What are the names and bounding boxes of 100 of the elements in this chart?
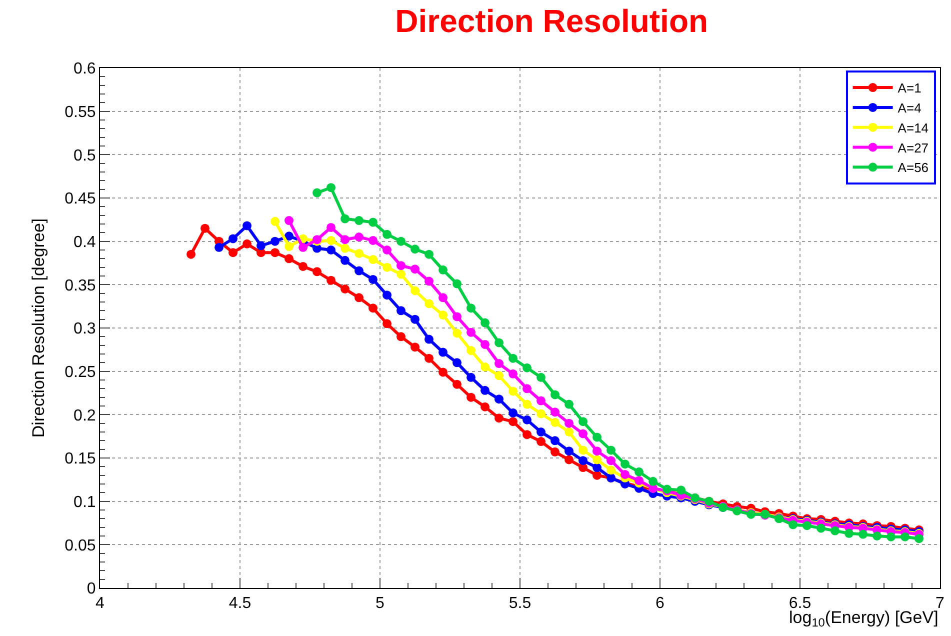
- point: [396, 270, 406, 279]
- point: [340, 284, 350, 294]
- point: [480, 318, 490, 328]
- point: [228, 234, 238, 244]
- point: [284, 216, 294, 226]
- point: [438, 348, 448, 357]
- point: [438, 265, 448, 274]
- point: [410, 286, 420, 296]
- point: [438, 368, 448, 377]
- point: [368, 255, 378, 264]
- legend-label: A=27: [898, 140, 929, 156]
- y-tick-label: 0.1: [74, 494, 96, 511]
- point: [634, 476, 644, 486]
- x-axis-title: log$_{10}$(Energy) [GeV]: [789, 608, 938, 630]
- point: [186, 250, 196, 259]
- point: [382, 262, 392, 272]
- point: [424, 276, 434, 286]
- point: [578, 456, 588, 466]
- point: [410, 244, 420, 254]
- point: [284, 232, 294, 241]
- point: [550, 390, 560, 400]
- point: [410, 314, 420, 324]
- y-axis-title: Direction Resolution [degree]: [29, 218, 48, 438]
- point: [550, 418, 560, 427]
- x-tick-label: 5: [376, 595, 385, 612]
- point: [634, 467, 644, 476]
- point: [522, 400, 532, 409]
- point: [284, 242, 294, 252]
- point: [858, 530, 868, 539]
- point: [466, 392, 476, 402]
- point: [424, 299, 434, 308]
- point: [410, 342, 420, 352]
- point: [564, 400, 574, 409]
- point: [522, 430, 532, 440]
- y-tick-label: 0.55: [64, 104, 96, 121]
- point: [354, 248, 364, 258]
- x-tick-label: 5.5: [508, 595, 532, 612]
- point: [410, 264, 420, 274]
- point: [312, 267, 322, 276]
- point: [312, 188, 322, 198]
- x-tick-label: 4.5: [228, 595, 252, 612]
- point: [270, 236, 280, 246]
- point: [564, 446, 574, 456]
- y-tick-label: 0.2: [74, 407, 96, 424]
- point: [326, 236, 336, 245]
- x-tick-label: 4: [96, 595, 105, 612]
- point: [242, 239, 252, 248]
- point: [606, 466, 616, 475]
- point: [340, 214, 350, 224]
- point: [592, 455, 602, 464]
- point: [298, 262, 308, 271]
- y-tick-label: 0.15: [64, 450, 96, 468]
- point: [522, 415, 532, 424]
- point: [270, 248, 280, 258]
- point: [298, 242, 308, 252]
- x-tick-label: 6: [656, 595, 665, 612]
- point: [354, 216, 364, 226]
- point: [382, 246, 392, 254]
- point: [592, 446, 602, 456]
- y-tick-label: 0: [86, 580, 96, 598]
- point: [648, 476, 658, 486]
- point: [214, 242, 224, 252]
- point: [354, 266, 364, 276]
- point: [340, 235, 350, 244]
- point: [550, 447, 560, 456]
- point: [508, 408, 518, 418]
- point: [494, 414, 504, 423]
- point: [200, 224, 210, 233]
- point: [494, 394, 504, 404]
- point: [816, 524, 826, 533]
- point: [424, 250, 434, 259]
- legend-label: A=14: [898, 120, 929, 136]
- point: [452, 279, 462, 288]
- point: [424, 354, 434, 363]
- point: [284, 254, 294, 264]
- point: [466, 372, 476, 382]
- point: [494, 359, 504, 368]
- point: [368, 274, 378, 284]
- point: [466, 346, 476, 356]
- point: [480, 386, 490, 395]
- point: [326, 246, 336, 254]
- point: [578, 429, 588, 438]
- point: [228, 248, 238, 258]
- point: [522, 384, 532, 394]
- point: [326, 276, 336, 285]
- point: [676, 486, 686, 495]
- point: [830, 526, 840, 536]
- y-tick-label: 0.6: [74, 60, 96, 78]
- point: [578, 446, 588, 455]
- point: [256, 241, 266, 250]
- point: [396, 306, 406, 316]
- point: [536, 396, 546, 406]
- point: [270, 216, 280, 226]
- point: [788, 520, 798, 530]
- point: [382, 290, 392, 300]
- point: [340, 256, 350, 265]
- point: [340, 244, 350, 253]
- y-tick-label: 0.35: [64, 277, 96, 294]
- point: [564, 418, 574, 428]
- point: [382, 319, 392, 328]
